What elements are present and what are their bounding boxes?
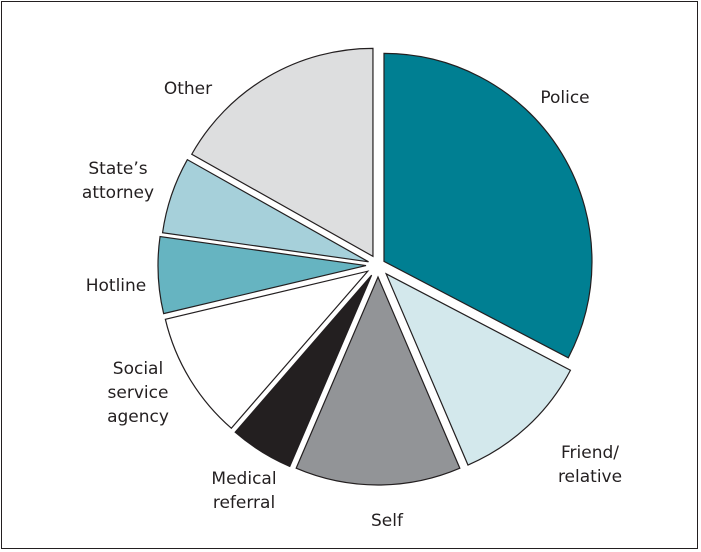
slice-label-line: Hotline (86, 276, 147, 296)
slice-label-line: State’s (88, 159, 147, 179)
slice-label-police: Police (540, 88, 589, 108)
pie-slice-hotline (157, 235, 367, 315)
slice-label-friend-relative: Friend/relative (558, 443, 622, 487)
slice-label-other: Other (164, 79, 212, 99)
slice-label-hotline: Hotline (86, 276, 147, 296)
slice-label-line: attorney (82, 183, 154, 203)
slice-label-medical-referral: Medical referral (211, 469, 276, 513)
slice-label-self: Self (371, 511, 404, 531)
slice-label-line: Social (113, 359, 163, 379)
slice-label-social-service-agency: Social service agency (107, 359, 169, 427)
pie-slice-self (295, 275, 461, 486)
slice-label-line: Police (540, 88, 589, 108)
pie-slice-friend-relative (384, 272, 572, 466)
slice-label-line: referral (213, 493, 275, 513)
pie-labels: Police Friend/relative Self Medical referral… (82, 79, 622, 531)
slice-label-line: Medical (211, 469, 276, 489)
slice-label-line: service (108, 383, 169, 403)
slice-label-line: relative (558, 467, 622, 487)
pie-slice-social-service-agency (164, 270, 370, 430)
pie-slice-medical-referral (234, 274, 373, 468)
pie-slice-other (190, 47, 374, 258)
slice-label-line: agency (107, 407, 169, 427)
pie-slices (157, 47, 593, 486)
slice-label-line: Friend/ (561, 443, 619, 463)
pie-slice-police (383, 52, 593, 359)
slice-label-line: Self (371, 511, 404, 531)
slice-label-state-s-attorney: State’s attorney (82, 159, 154, 203)
slice-label-line: Other (164, 79, 212, 99)
pie-slice-state-s-attorney (161, 158, 369, 263)
